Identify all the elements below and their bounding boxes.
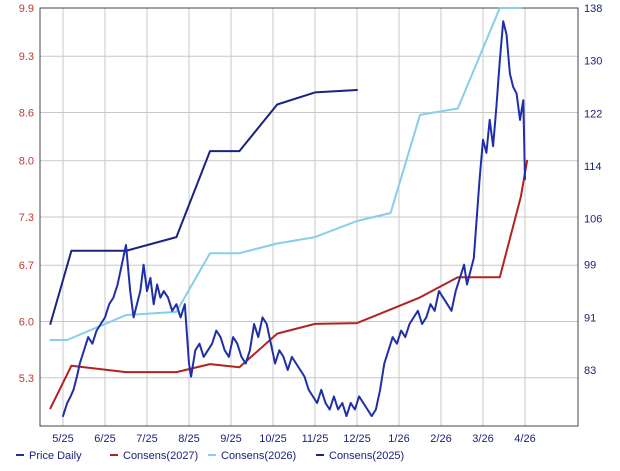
right-axis-ticks: 138 130 122 114 106 99 91 83 bbox=[584, 3, 602, 377]
left-tick-label: 9.9 bbox=[19, 3, 34, 15]
legend-item: Consens(2027) bbox=[110, 450, 198, 462]
right-tick-label: 91 bbox=[584, 312, 596, 324]
right-tick-label: 83 bbox=[584, 365, 596, 377]
left-tick-label: 8.0 bbox=[19, 156, 34, 168]
left-axis-ticks: 9.9 9.3 8.6 8.0 7.3 6.7 6.0 5.3 bbox=[19, 3, 34, 385]
series-line-consens-2025 bbox=[49, 89, 358, 325]
x-tick-label: 2/26 bbox=[430, 433, 451, 445]
x-tick-label: 9/25 bbox=[220, 433, 241, 445]
x-tick-label: 6/25 bbox=[94, 433, 115, 445]
left-tick-label: 9.3 bbox=[19, 51, 34, 63]
right-tick-label: 99 bbox=[584, 260, 596, 272]
legend-item: Consens(2025) bbox=[316, 450, 404, 462]
x-axis-ticks: 5/25 6/25 7/25 8/25 9/25 10/25 11/25 12/25 1/26 2… bbox=[52, 433, 535, 445]
legend-label: Consens(2025) bbox=[329, 450, 404, 462]
legend-item: Price Daily bbox=[16, 450, 82, 462]
x-tick-label: 10/25 bbox=[259, 433, 287, 445]
x-tick-label: 12/25 bbox=[343, 433, 371, 445]
right-tick-label: 114 bbox=[584, 161, 602, 173]
x-tick-label: 11/25 bbox=[302, 433, 329, 445]
series-line-consens-2027 bbox=[49, 159, 529, 410]
x-tick-label: 1/26 bbox=[388, 433, 409, 445]
legend-label: Consens(2026) bbox=[221, 450, 296, 462]
grid bbox=[40, 7, 578, 426]
legend-label: Consens(2027) bbox=[123, 450, 198, 462]
legend: Price Daily Consens(2027) Consens(2026) Con… bbox=[16, 450, 404, 462]
plot-frame bbox=[39, 7, 579, 427]
x-tick-label: 3/26 bbox=[472, 433, 493, 445]
left-tick-label: 6.7 bbox=[19, 260, 34, 272]
right-tick-label: 138 bbox=[584, 3, 602, 15]
right-tick-label: 130 bbox=[584, 56, 602, 68]
legend-label: Price Daily bbox=[29, 450, 82, 462]
left-tick-label: 5.3 bbox=[19, 373, 34, 385]
series-line-consens-2026 bbox=[49, 7, 522, 341]
left-tick-label: 7.3 bbox=[19, 212, 34, 224]
series-line-price-daily bbox=[62, 20, 526, 418]
x-tick-label: 4/26 bbox=[514, 433, 535, 445]
legend-item: Consens(2026) bbox=[208, 450, 296, 462]
left-tick-label: 6.0 bbox=[19, 317, 34, 329]
right-tick-label: 106 bbox=[584, 214, 602, 226]
series-layer bbox=[49, 7, 529, 418]
left-tick-label: 8.6 bbox=[19, 108, 34, 120]
x-tick-label: 7/25 bbox=[136, 433, 157, 445]
x-tick-label: 8/25 bbox=[178, 433, 199, 445]
right-tick-label: 122 bbox=[584, 108, 602, 120]
x-tick-label: 5/25 bbox=[52, 433, 73, 445]
